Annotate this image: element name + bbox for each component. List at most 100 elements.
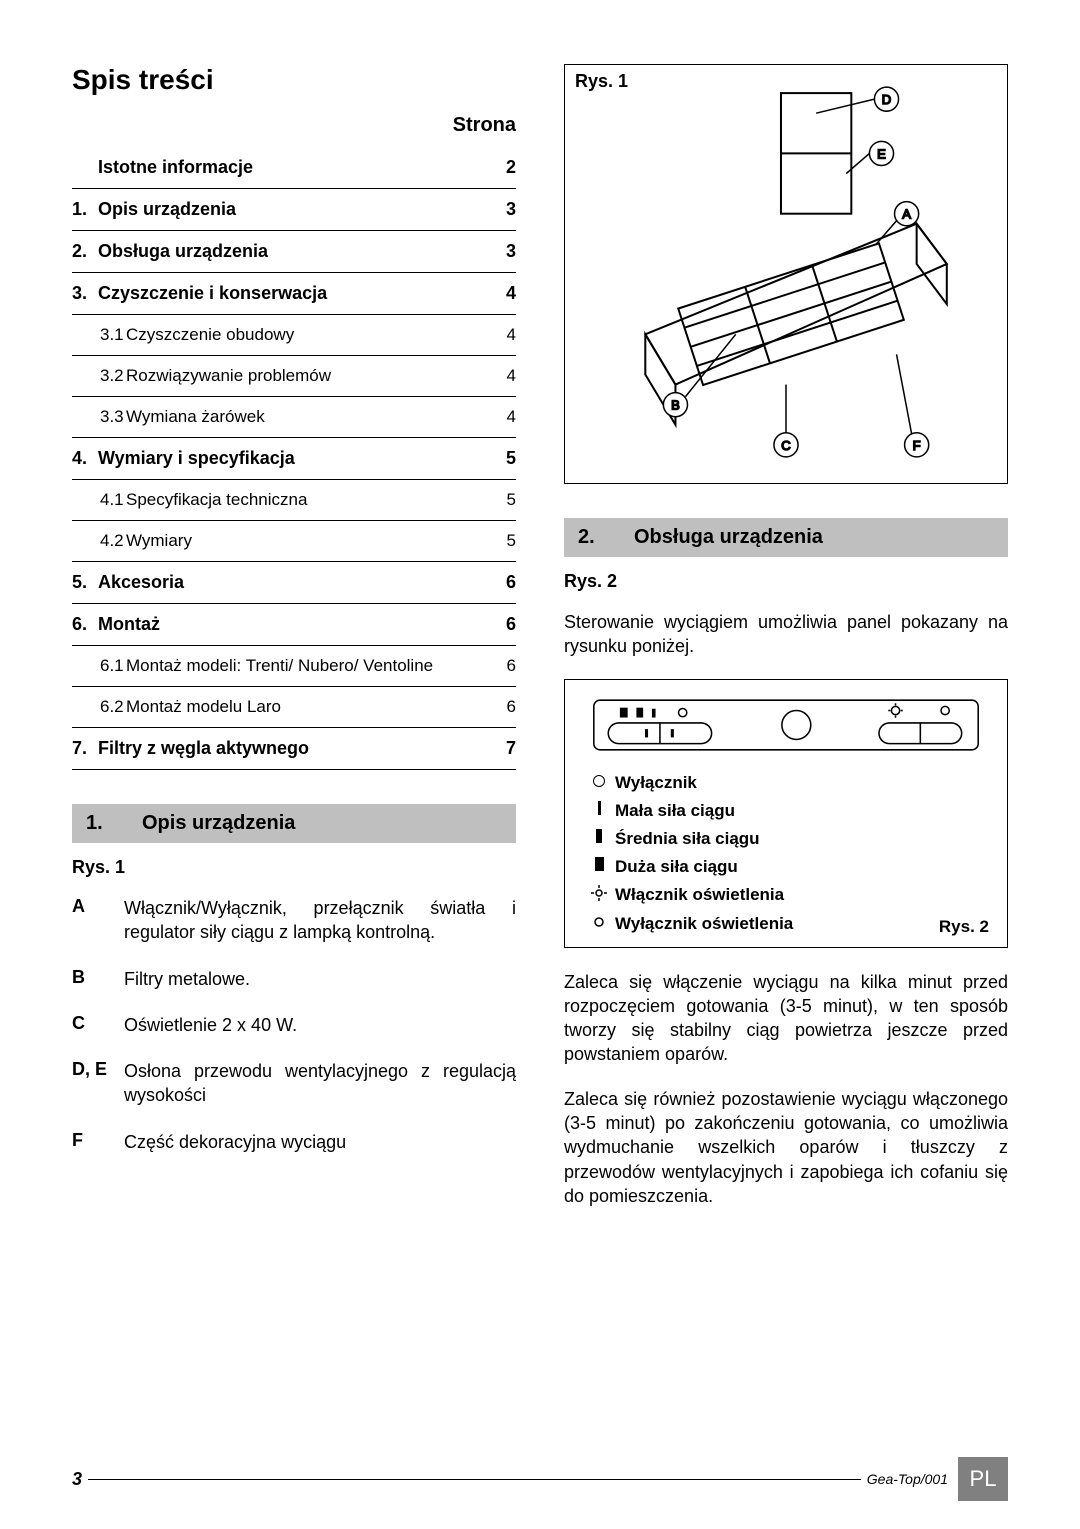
definition-row: COświetlenie 2 x 40 W. [72, 1013, 516, 1037]
toc-row: 3.2Rozwiązywanie problemów4 [72, 356, 516, 397]
svg-text:B: B [671, 398, 680, 413]
toc-page: 2 [496, 157, 516, 178]
language-badge: PL [958, 1457, 1008, 1501]
toc-num: 5. [72, 572, 98, 593]
toc-page: 5 [496, 531, 516, 551]
figure-1-label: Rys. 1 [575, 71, 628, 92]
toc-num: 3.1 [100, 325, 126, 345]
legend-symbol-icon [583, 774, 615, 792]
toc-page: 6 [496, 697, 516, 717]
legend-symbol-icon [583, 857, 615, 876]
definition-key: F [72, 1130, 124, 1154]
toc-page: 3 [496, 241, 516, 262]
toc-num: 1. [72, 199, 98, 220]
svg-text:A: A [902, 207, 911, 222]
toc-label: Wymiary i specyfikacja [98, 448, 496, 469]
definition-key: B [72, 967, 124, 991]
section-1-rys: Rys. 1 [72, 857, 516, 878]
toc-num: 6.2 [100, 697, 126, 717]
toc-num [72, 157, 98, 178]
toc-page: 6 [496, 572, 516, 593]
toc-page: 6 [496, 656, 516, 676]
section-2-p1: Zaleca się włączenie wyciągu na kilka mi… [564, 970, 1008, 1067]
toc-row: 4.1Specyfikacja techniczna5 [72, 480, 516, 521]
section-2-rys: Rys. 2 [564, 571, 1008, 592]
svg-text:E: E [877, 146, 886, 161]
page-footer: 3 Gea-Top/001 PL [72, 1457, 1008, 1501]
toc-num: 3.3 [100, 407, 126, 427]
section-1-title: Opis urządzenia [142, 812, 295, 835]
definition-list: AWłącznik/Wyłącznik, przełącznik światła… [72, 896, 516, 1154]
definition-text: Osłona przewodu wentylacyjnego z regulac… [124, 1059, 516, 1108]
definition-text: Włącznik/Wyłącznik, przełącznik światła … [124, 896, 516, 945]
toc-label: Wymiary [126, 531, 496, 551]
toc-num: 3. [72, 283, 98, 304]
section-2-head: 2. Obsługa urządzenia [564, 518, 1008, 557]
toc-label: Montaż modelu Laro [126, 697, 496, 717]
section-2-title: Obsługa urządzenia [634, 526, 823, 549]
svg-text:C: C [781, 438, 790, 453]
section-2-num: 2. [578, 526, 634, 549]
toc-label: Wymiana żarówek [126, 407, 496, 427]
toc-page: 4 [496, 283, 516, 304]
toc-page: 5 [496, 448, 516, 469]
toc-label: Opis urządzenia [98, 199, 496, 220]
toc-row: 6.2Montaż modelu Laro6 [72, 687, 516, 728]
control-panel-svg [583, 694, 989, 756]
svg-text:F: F [913, 438, 921, 453]
toc-page: 4 [496, 325, 516, 345]
definition-text: Oświetlenie 2 x 40 W. [124, 1013, 516, 1037]
legend-symbol-icon [583, 885, 615, 906]
definition-row: BFiltry metalowe. [72, 967, 516, 991]
legend-label: Włącznik oświetlenia [615, 885, 784, 905]
toc-num: 3.2 [100, 366, 126, 386]
legend-row: Wyłącznik [583, 773, 989, 793]
figure-1-svg: D E A B C F [575, 73, 997, 475]
toc-label: Obsługa urządzenia [98, 241, 496, 262]
section-2-intro: Sterowanie wyciągiem umożliwia panel pok… [564, 610, 1008, 659]
left-column: Spis treści Strona Istotne informacje21.… [72, 64, 516, 1228]
legend-symbol-icon [583, 801, 615, 820]
toc-row: 4.2Wymiary5 [72, 521, 516, 562]
legend-row: Włącznik oświetlenia [583, 885, 989, 906]
toc-page: 7 [496, 738, 516, 759]
toc-row: 4.Wymiary i specyfikacja5 [72, 438, 516, 480]
legend-symbol-icon [583, 914, 615, 935]
toc-row: 7.Filtry z węgla aktywnego7 [72, 728, 516, 770]
legend-row: Duża siła ciągu [583, 857, 989, 877]
toc-num: 4.1 [100, 490, 126, 510]
legend-list: Wyłącznik Mała siła ciągu Średnia siła cią… [583, 773, 989, 935]
toc-label: Montaż [98, 614, 496, 635]
toc-label: Rozwiązywanie problemów [126, 366, 496, 386]
toc-page: 5 [496, 490, 516, 510]
definition-key: A [72, 896, 124, 945]
section-1-num: 1. [86, 812, 142, 835]
toc-page: 4 [496, 407, 516, 427]
legend-label: Wyłącznik oświetlenia [615, 914, 793, 934]
legend-symbol-icon [583, 829, 615, 848]
toc-label: Czyszczenie obudowy [126, 325, 496, 345]
footer-page-number: 3 [72, 1469, 82, 1490]
toc-title: Spis treści [72, 64, 516, 96]
toc-row: 2.Obsługa urządzenia3 [72, 231, 516, 273]
toc-label: Filtry z węgla aktywnego [98, 738, 496, 759]
toc-label: Czyszczenie i konserwacja [98, 283, 496, 304]
definition-key: C [72, 1013, 124, 1037]
figure-1-box: Rys. 1 [564, 64, 1008, 484]
toc-label: Akcesoria [98, 572, 496, 593]
toc-page: 3 [496, 199, 516, 220]
definition-row: D, EOsłona przewodu wentylacyjnego z reg… [72, 1059, 516, 1108]
definition-text: Część dekoracyjna wyciągu [124, 1130, 516, 1154]
toc-num: 6. [72, 614, 98, 635]
toc-num: 7. [72, 738, 98, 759]
toc-num: 2. [72, 241, 98, 262]
toc-page: 4 [496, 366, 516, 386]
definition-row: FCzęść dekoracyjna wyciągu [72, 1130, 516, 1154]
footer-rule [88, 1479, 861, 1480]
legend-row: Mała siła ciągu [583, 801, 989, 821]
toc-row: 3.1Czyszczenie obudowy4 [72, 315, 516, 356]
toc-row: 1.Opis urządzenia3 [72, 189, 516, 231]
legend-label: Duża siła ciągu [615, 857, 738, 877]
legend-row: Średnia siła ciągu [583, 829, 989, 849]
toc-num: 4.2 [100, 531, 126, 551]
